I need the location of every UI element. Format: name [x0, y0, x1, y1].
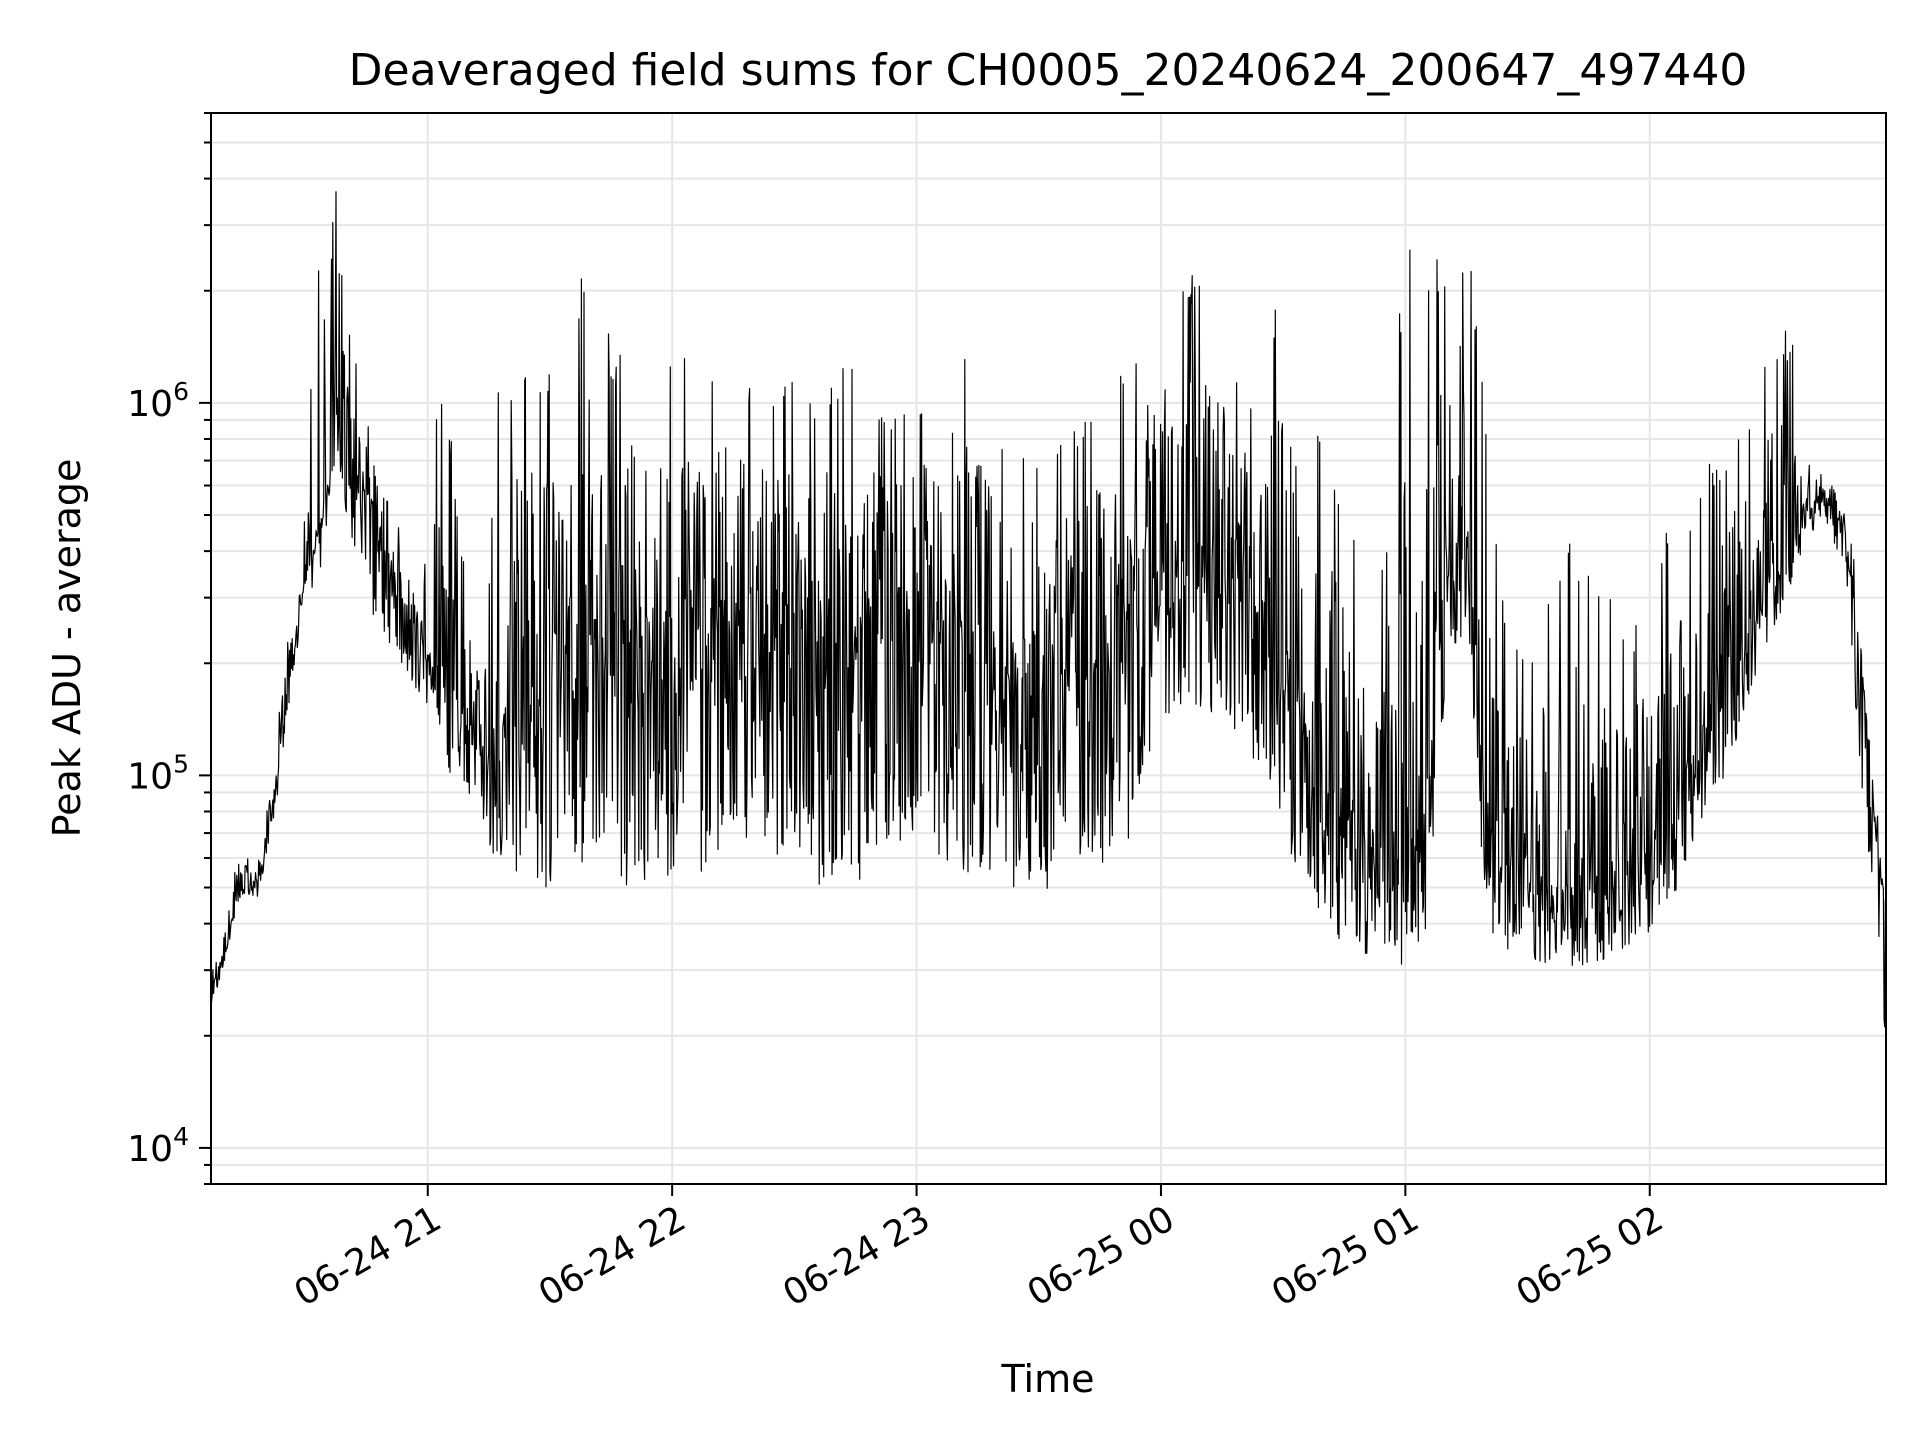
y-tick-label: 106 [127, 377, 189, 425]
y-axis-label: Peak ADU - average [45, 459, 89, 838]
y-axis: 104 105 106 [127, 112, 211, 1185]
chart-title: Deaveraged field sums for CH0005_2024062… [349, 45, 1748, 96]
series [210, 191, 1887, 1028]
y-tick-label: 104 [127, 1122, 189, 1170]
x-axis-label: Time [1001, 1357, 1095, 1401]
y-tick-label: 105 [127, 749, 189, 797]
series-line [210, 191, 1887, 1028]
plot-frame [210, 112, 1887, 1185]
